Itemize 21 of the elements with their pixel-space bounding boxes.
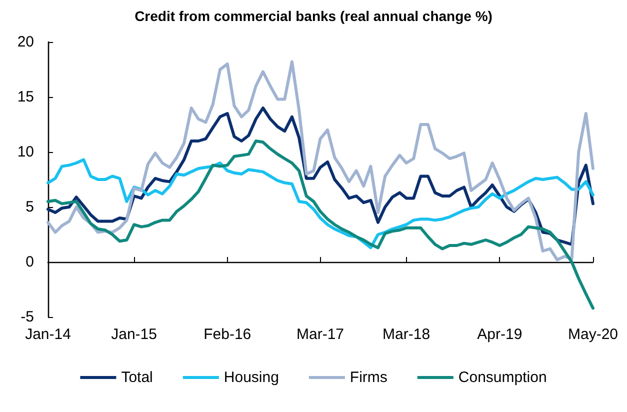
line-series [46,158,594,250]
chart-title: Credit from commercial banks (real annual change %) [134,8,492,24]
y-tick-label: -5 [20,308,34,326]
legend-label: Total [121,369,153,386]
legend-label: Firms [350,369,388,386]
x-tick-label: Apr-19 [477,326,522,343]
x-tick-label: Mar-18 [382,326,430,343]
line-series [46,60,594,262]
y-tick-label: 0 [26,254,34,270]
x-tick-label: Feb-16 [204,326,252,343]
legend-label: Consumption [458,369,547,386]
x-tick-label: May-20 [568,326,618,343]
x-tick-label: Mar-17 [296,326,344,343]
y-tick-label: 5 [26,198,34,216]
y-tick-label: 10 [17,144,34,160]
x-tick-label: Jan-14 [25,326,71,343]
line-series [46,140,594,310]
x-tick-label: Jan-15 [111,326,157,343]
legend-label: Housing [224,369,279,386]
y-tick-label: 15 [17,88,34,106]
y-tick-label: 20 [17,34,34,50]
